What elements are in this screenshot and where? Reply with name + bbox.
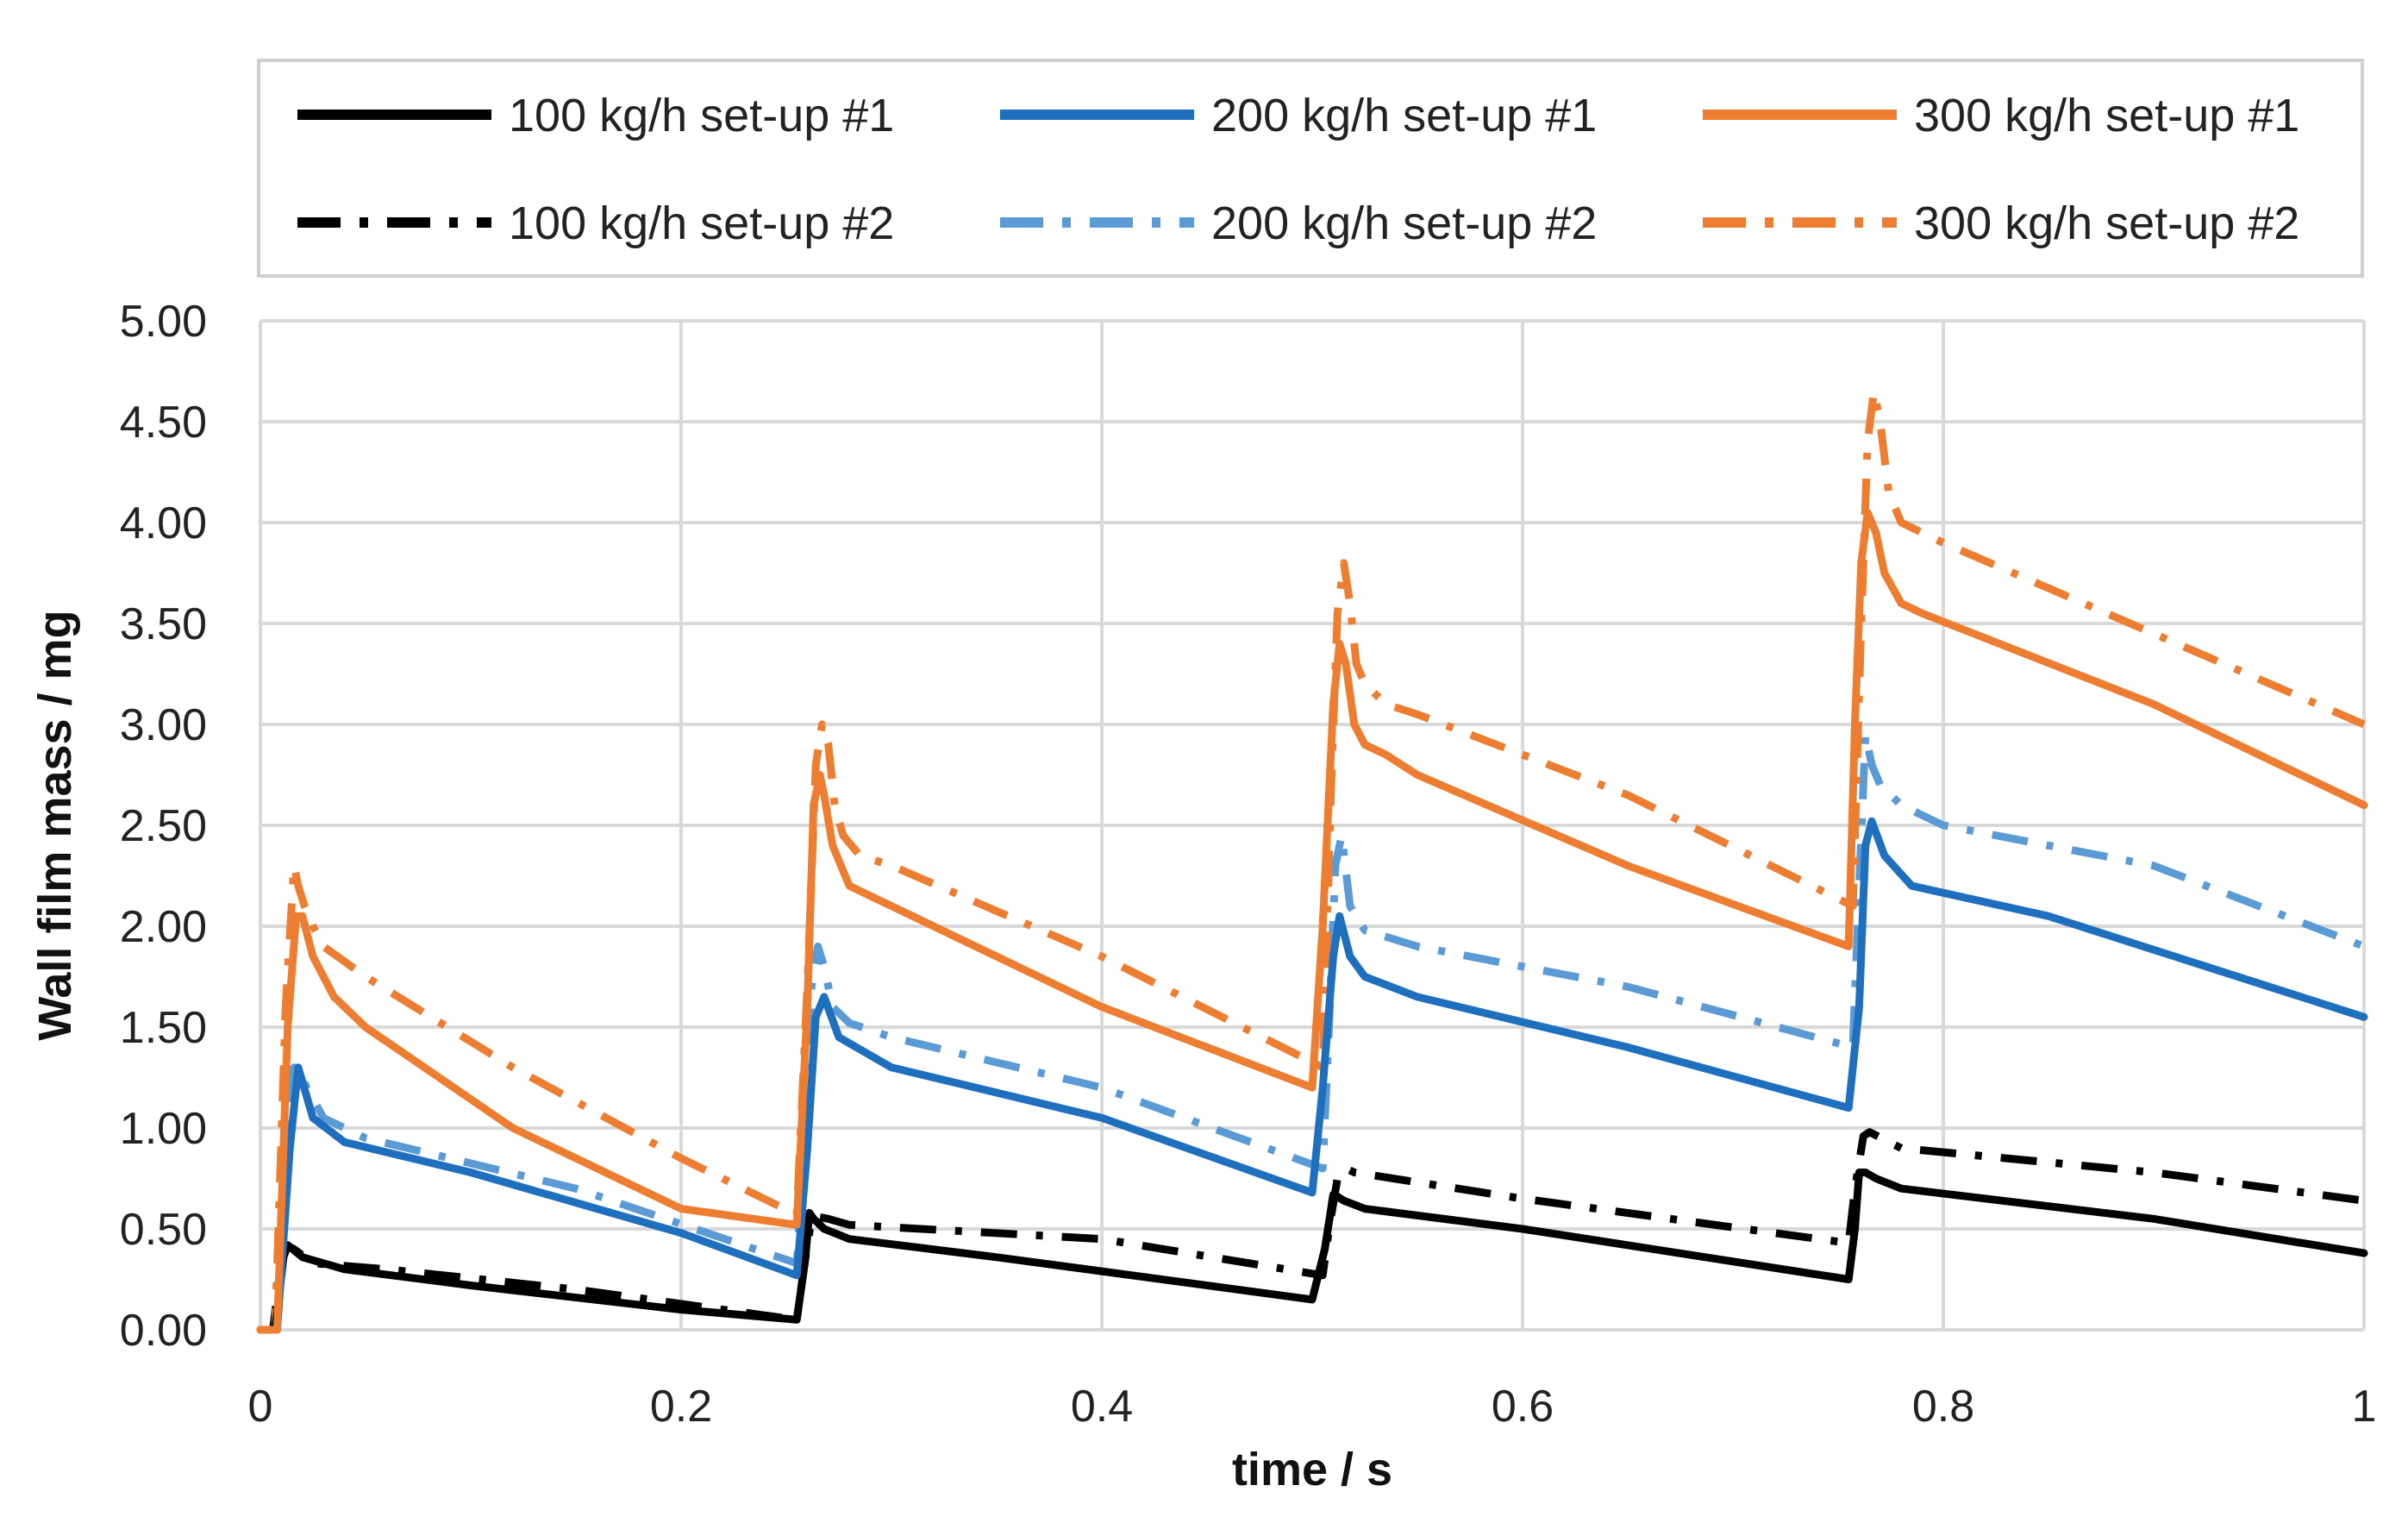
y-tick-label: 1.50 xyxy=(120,1003,207,1053)
y-tick-label: 1.00 xyxy=(120,1104,207,1154)
y-tick-label: 0.50 xyxy=(120,1205,207,1255)
legend-label-1: 100 kg/h set-up #1 xyxy=(509,90,894,141)
legend-label-4: 100 kg/h set-up #2 xyxy=(509,197,894,249)
x-tick-label: 0.2 xyxy=(650,1382,712,1432)
y-tick-label: 3.00 xyxy=(120,700,207,750)
y-tick-label: 0.00 xyxy=(120,1306,207,1356)
series-line-3 xyxy=(256,508,2368,1334)
y-tick-label: 2.50 xyxy=(120,801,207,851)
legend: 100 kg/h set-up #1 200 kg/h set-up #1 300 … xyxy=(257,59,2364,278)
legend-label-6: 300 kg/h set-up #2 xyxy=(1914,197,2299,249)
y-tick-label: 3.50 xyxy=(120,599,207,649)
x-axis-ticks: 0 0.2 0.4 0.6 0.8 1 xyxy=(248,1382,2377,1432)
series-line-5 xyxy=(260,730,2366,1334)
legend-label-2: 200 kg/h set-up #1 xyxy=(1211,90,1597,141)
gridlines xyxy=(259,319,2366,1332)
y-tick-label: 2.00 xyxy=(120,902,207,952)
x-tick-label: 0.8 xyxy=(1912,1382,1974,1432)
legend-label-3: 300 kg/h set-up #1 xyxy=(1914,90,2299,141)
legend-box xyxy=(257,59,2364,278)
series-layer xyxy=(256,387,2368,1334)
x-tick-label: 0 xyxy=(248,1382,273,1432)
series-line-6 xyxy=(260,387,2366,1334)
x-axis-title: time / s xyxy=(1232,1444,1392,1495)
y-tick-label: 4.00 xyxy=(120,498,207,548)
series-line-1 xyxy=(256,1169,2368,1334)
x-tick-label: 1 xyxy=(2352,1382,2377,1432)
y-axis-ticks: 0.00 0.50 1.00 1.50 2.00 2.50 3.00 3.50 4.00 4.50… xyxy=(120,297,207,1356)
y-tick-label: 5.00 xyxy=(120,297,207,347)
series-line-2 xyxy=(256,817,2368,1334)
x-tick-label: 0.4 xyxy=(1071,1382,1133,1432)
y-tick-label: 4.50 xyxy=(120,398,207,448)
legend-items: 100 kg/h set-up #1 200 kg/h set-up #1 300 … xyxy=(297,90,2299,249)
legend-label-5: 200 kg/h set-up #2 xyxy=(1211,197,1597,249)
x-tick-label: 0.6 xyxy=(1492,1382,1554,1432)
y-axis-title: Wall film mass / mg xyxy=(29,610,81,1040)
